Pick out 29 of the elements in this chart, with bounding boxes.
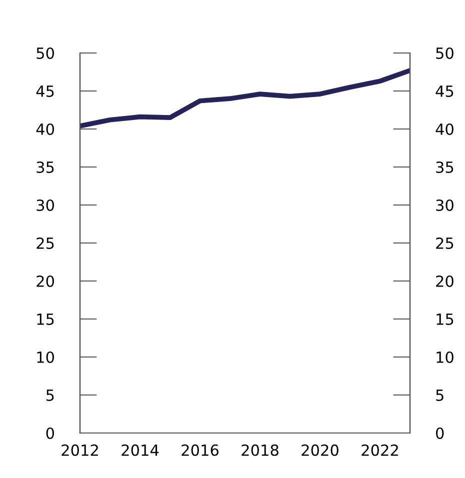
y-tick-label: 15	[37, 314, 54, 326]
y2-tick-label: 40	[436, 123, 454, 136]
y-tick-label: 50	[36, 47, 54, 60]
x-tick-label: 2014	[122, 444, 159, 456]
y-tick-label: 40	[36, 123, 54, 136]
y-tick-label: 45	[36, 86, 54, 98]
y2-tick-label: 5	[436, 390, 444, 402]
y-tick-label: 20	[36, 275, 54, 288]
y-tick-label: 25	[36, 237, 54, 250]
x-tick-label: 2016	[182, 444, 218, 456]
x-tick-label: 2020	[302, 444, 338, 456]
y2-tick-label: 25	[436, 237, 454, 250]
y-tick-label: 30	[36, 199, 54, 212]
y-tick-label: 5	[46, 390, 54, 402]
y-tick-label: 0	[46, 427, 54, 440]
x-tick-label: 2012	[62, 444, 98, 456]
line-series	[80, 68, 410, 128]
y-tick-label: 10	[37, 351, 54, 364]
y2-tick-label: 20	[436, 275, 454, 288]
y2-tick-label: 15	[436, 314, 454, 326]
y2-tick-label: 35	[436, 161, 454, 174]
y2-tick-label: 50	[436, 47, 454, 60]
x-tick-label: 2022	[362, 444, 398, 456]
y2-tick-label: 10	[436, 351, 454, 364]
y2-tick-label: 30	[436, 199, 454, 212]
y2-tick-label: 0	[436, 427, 444, 440]
y-tick-label: 35	[36, 161, 54, 174]
x-tick-label: 2018	[242, 444, 278, 456]
y2-tick-label: 45	[436, 86, 454, 98]
